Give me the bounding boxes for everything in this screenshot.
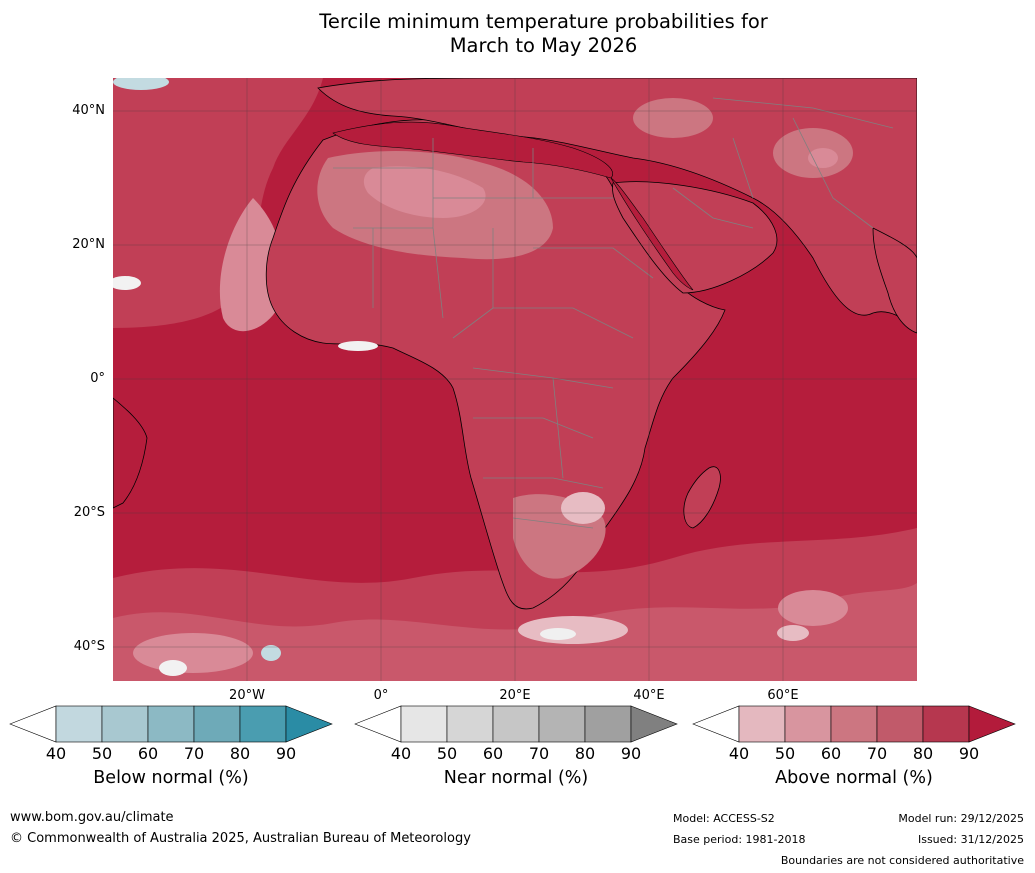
probability-map bbox=[113, 78, 917, 681]
red-sea bbox=[610, 177, 694, 291]
south-atlantic-white bbox=[159, 660, 187, 676]
anatolia-patch bbox=[633, 98, 713, 138]
near-swatch-80 bbox=[584, 705, 632, 743]
colorbar-below-svg bbox=[9, 705, 333, 743]
lat-label-20s: 20°S bbox=[73, 505, 105, 520]
india-land bbox=[872, 227, 917, 334]
above-swatch-80 bbox=[922, 705, 970, 743]
west-sahara-coastal-patch bbox=[219, 198, 283, 332]
footer-copyright: © Commonwealth of Australia 2025, Austra… bbox=[10, 831, 471, 846]
below-tick-80: 80 bbox=[229, 744, 251, 763]
below-swatch-50 bbox=[101, 705, 149, 743]
colorbar-above-normal bbox=[692, 705, 1016, 743]
below-tick-40: 40 bbox=[45, 744, 67, 763]
madagascar-land bbox=[683, 466, 721, 529]
footer-base-period: Base period: 1981-2018 bbox=[673, 833, 806, 846]
lon-label-20e: 20°E bbox=[499, 688, 531, 703]
footer-model: Model: ACCESS-S2 bbox=[673, 812, 775, 825]
below-swatch-60 bbox=[147, 705, 195, 743]
below-swatch-40 bbox=[55, 705, 103, 743]
title-line-1: Tercile minimum temperature probabilitie… bbox=[319, 10, 768, 33]
atlantic-white-patch bbox=[113, 276, 141, 290]
near-swatch-70 bbox=[538, 705, 586, 743]
near-tick-50: 50 bbox=[436, 744, 458, 763]
south-atlantic-patch bbox=[133, 633, 253, 673]
lat-label-20n: 20°N bbox=[72, 237, 105, 252]
above-swatch-60 bbox=[830, 705, 878, 743]
near-tick-90: 90 bbox=[620, 744, 642, 763]
ice-blue-patch-north bbox=[113, 78, 169, 90]
near-tick-80: 80 bbox=[574, 744, 596, 763]
above-tick-80: 80 bbox=[912, 744, 934, 763]
near-tick-70: 70 bbox=[528, 744, 550, 763]
colorbar-below-normal bbox=[9, 705, 333, 743]
near-tick-40: 40 bbox=[390, 744, 412, 763]
southern-white-patch bbox=[540, 628, 576, 640]
south-america-land bbox=[113, 397, 148, 509]
near-swatch-40 bbox=[400, 705, 448, 743]
title-line-2: March to May 2026 bbox=[449, 34, 638, 57]
above-tick-90: 90 bbox=[958, 744, 980, 763]
below-tick-60: 60 bbox=[137, 744, 159, 763]
guinea-white-patch bbox=[338, 341, 378, 351]
lon-label-40e: 40°E bbox=[633, 688, 665, 703]
below-tick-50: 50 bbox=[91, 744, 113, 763]
lat-label-40n: 40°N bbox=[72, 103, 105, 118]
above-tick-50: 50 bbox=[774, 744, 796, 763]
near-extend-high bbox=[630, 705, 678, 743]
above-tick-70: 70 bbox=[866, 744, 888, 763]
arabian-peninsula-land bbox=[612, 181, 778, 294]
near-tick-60: 60 bbox=[482, 744, 504, 763]
above-tick-40: 40 bbox=[728, 744, 750, 763]
below-extend-low bbox=[9, 705, 57, 743]
below-swatch-70 bbox=[193, 705, 241, 743]
footer-issued: Issued: 31/12/2025 bbox=[917, 833, 1024, 846]
sahara-light-patch bbox=[363, 166, 486, 218]
footer-model-run: Model run: 29/12/2025 bbox=[898, 812, 1024, 825]
graticule bbox=[113, 78, 917, 681]
above-tick-60: 60 bbox=[820, 744, 842, 763]
footer-disclaimer: Boundaries are not considered authoritat… bbox=[780, 854, 1024, 867]
colorbar-near-normal bbox=[354, 705, 678, 743]
map-svg bbox=[113, 78, 917, 681]
near-swatch-60 bbox=[492, 705, 540, 743]
indian-pale-patch bbox=[777, 625, 809, 641]
above-extend-low bbox=[692, 705, 740, 743]
below-extend-high bbox=[285, 705, 333, 743]
colorbar-near-svg bbox=[354, 705, 678, 743]
near-normal-label: Near normal (%) bbox=[443, 768, 589, 788]
above-swatch-40 bbox=[738, 705, 786, 743]
north-atlantic-region bbox=[113, 78, 323, 328]
lon-label-0: 0° bbox=[373, 688, 389, 703]
ice-blue-patch-south bbox=[261, 645, 281, 661]
below-normal-label: Below normal (%) bbox=[93, 768, 249, 788]
below-tick-70: 70 bbox=[183, 744, 205, 763]
below-tick-90: 90 bbox=[275, 744, 297, 763]
near-extend-low bbox=[354, 705, 402, 743]
near-swatch-50 bbox=[446, 705, 494, 743]
lat-label-0: 0° bbox=[90, 371, 105, 386]
southern-pale-patch bbox=[518, 616, 628, 644]
iran-light-patch bbox=[808, 148, 838, 168]
lon-label-60e: 60°E bbox=[767, 688, 799, 703]
chart-title: Tercile minimum temperature probabilitie… bbox=[0, 10, 1035, 58]
below-swatch-80 bbox=[239, 705, 287, 743]
above-normal-label: Above normal (%) bbox=[775, 768, 933, 788]
above-swatch-50 bbox=[784, 705, 832, 743]
country-borders bbox=[333, 97, 894, 529]
footer-url: www.bom.gov.au/climate bbox=[10, 810, 174, 825]
zimbabwe-pale-patch bbox=[561, 492, 605, 524]
lon-label-20w: 20°W bbox=[229, 688, 265, 703]
lat-label-40s: 40°S bbox=[73, 639, 105, 654]
above-swatch-70 bbox=[876, 705, 924, 743]
above-extend-high bbox=[968, 705, 1016, 743]
south-indian-patch bbox=[778, 590, 848, 626]
colorbar-above-svg bbox=[692, 705, 1016, 743]
